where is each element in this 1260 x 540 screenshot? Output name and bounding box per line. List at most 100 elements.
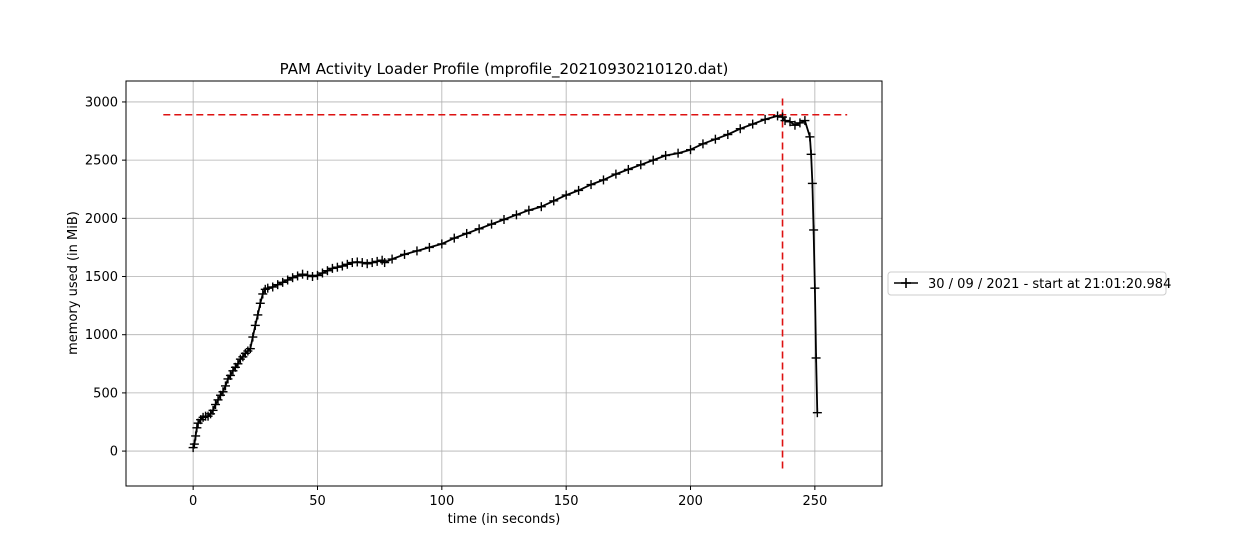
- data-point: [362, 259, 372, 269]
- data-point: [598, 175, 608, 185]
- data-point: [790, 120, 800, 130]
- data-point: [698, 139, 708, 149]
- data-point: [317, 268, 327, 278]
- data-point: [208, 405, 218, 415]
- data-point: [661, 150, 671, 160]
- y-axis-title: memory used (in MiB): [66, 211, 81, 355]
- data-point: [327, 263, 337, 273]
- data-point: [273, 280, 283, 290]
- data-point: [735, 124, 745, 134]
- data-point: [278, 277, 288, 287]
- x-tick-label: 250: [802, 494, 827, 509]
- data-point: [367, 258, 377, 268]
- x-tick-label: 200: [678, 494, 703, 509]
- data-point: [424, 242, 434, 252]
- data-point: [225, 370, 235, 380]
- data-point: [189, 439, 199, 449]
- data-point: [213, 395, 223, 405]
- data-point: [332, 262, 342, 272]
- data-point: [795, 118, 805, 128]
- data-point: [322, 266, 332, 276]
- reference-lines: [163, 97, 848, 469]
- y-tick-label: 1500: [85, 270, 118, 285]
- data-point: [192, 423, 202, 433]
- series-layer: [188, 111, 822, 453]
- data-point: [499, 214, 509, 224]
- data-point: [312, 270, 322, 280]
- data-point: [636, 160, 646, 170]
- data-point: [245, 344, 255, 354]
- legend: 30 / 09 / 2021 - start at 21:01:20.984: [887, 271, 1171, 296]
- data-point: [308, 272, 318, 282]
- data-point: [611, 169, 621, 179]
- data-point: [220, 381, 230, 391]
- x-tick-label: 100: [429, 494, 454, 509]
- y-tick-label: 3000: [85, 95, 118, 110]
- data-point: [800, 116, 810, 126]
- plot-frame: [125, 80, 883, 487]
- data-point: [487, 219, 497, 229]
- data-point: [805, 132, 815, 142]
- data-point: [773, 111, 783, 121]
- data-point: [412, 246, 422, 256]
- legend-frame: [887, 271, 1167, 296]
- data-point: [449, 233, 459, 243]
- data-point: [233, 359, 243, 369]
- data-point: [807, 178, 817, 188]
- data-point: [298, 269, 308, 279]
- data-point: [253, 310, 263, 320]
- data-point: [288, 273, 298, 283]
- data-point: [474, 224, 484, 234]
- y-tick-label: 2500: [85, 154, 118, 169]
- data-point: [462, 228, 472, 238]
- data-point: [710, 134, 720, 144]
- data-point: [293, 271, 303, 281]
- data-point: [400, 249, 410, 259]
- data-point: [511, 210, 521, 220]
- data-point: [780, 116, 790, 126]
- data-point: [337, 261, 347, 271]
- data-point: [211, 400, 221, 410]
- data-point: [524, 205, 534, 215]
- data-point: [549, 196, 559, 206]
- data-point: [673, 148, 683, 158]
- chart-title: PAM Activity Loader Profile (mprofile_20…: [280, 60, 729, 79]
- y-tick-label: 0: [110, 445, 118, 460]
- data-point: [686, 145, 696, 155]
- data-point: [812, 408, 822, 418]
- x-axis-title: time (in seconds): [448, 512, 561, 527]
- data-point: [809, 225, 819, 235]
- data-point: [811, 353, 821, 363]
- data-point: [357, 258, 367, 268]
- data-point: [748, 119, 758, 129]
- data-point: [283, 275, 293, 285]
- data-point: [536, 202, 546, 212]
- data-point: [258, 289, 268, 299]
- data-point: [387, 254, 397, 264]
- y-tick-label: 1000: [85, 328, 118, 343]
- x-tick-label: 150: [554, 494, 579, 509]
- data-point: [648, 155, 658, 165]
- data-point: [586, 180, 596, 190]
- data-point: [785, 117, 795, 127]
- data-point: [263, 283, 273, 293]
- data-point: [723, 130, 733, 140]
- data-point: [191, 431, 201, 441]
- x-tick-label: 0: [189, 494, 197, 509]
- data-point: [760, 114, 770, 124]
- data-point: [437, 239, 447, 249]
- x-tick-label: 50: [309, 494, 326, 509]
- y-tick-label: 500: [93, 386, 118, 401]
- data-point: [342, 259, 352, 269]
- data-point: [248, 332, 258, 342]
- data-point: [623, 164, 633, 174]
- data-point: [574, 185, 584, 195]
- data-point: [810, 283, 820, 293]
- data-point: [250, 320, 260, 330]
- data-point: [268, 282, 278, 292]
- data-point: [218, 387, 228, 397]
- y-tick-label: 2000: [85, 212, 118, 227]
- data-point: [380, 258, 390, 268]
